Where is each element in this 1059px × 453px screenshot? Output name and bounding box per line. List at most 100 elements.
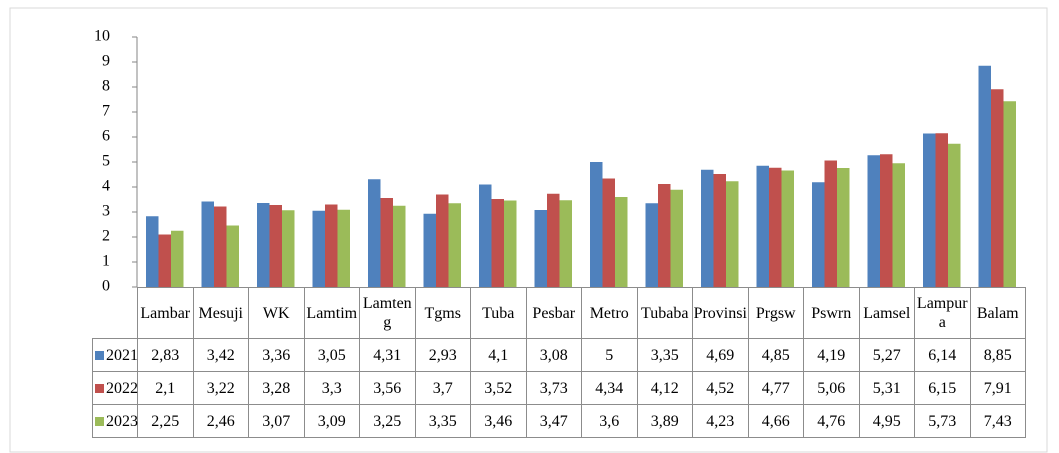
data-label: 3,7 xyxy=(414,371,471,405)
data-label: 3,56 xyxy=(359,371,416,405)
data-label: 3,46 xyxy=(470,404,527,438)
bar xyxy=(269,205,282,287)
data-label: 4,1 xyxy=(470,338,527,372)
bar xyxy=(491,199,504,287)
y-tick-label: 4 xyxy=(102,178,110,195)
data-label: 3,89 xyxy=(636,404,693,438)
x-tick-label: Tubaba xyxy=(636,287,693,339)
data-label: 6,15 xyxy=(914,371,971,405)
data-label: 5,06 xyxy=(803,371,860,405)
data-label: 5,27 xyxy=(858,338,915,372)
bar xyxy=(615,197,628,287)
data-label: 4,52 xyxy=(692,371,749,405)
data-label: 7,91 xyxy=(969,371,1026,405)
x-tick-label: Lamsel xyxy=(858,287,915,339)
data-label: 4,19 xyxy=(803,338,860,372)
data-label: 3,08 xyxy=(525,338,582,372)
bar xyxy=(812,182,825,287)
legend-label: 2022 xyxy=(106,379,138,397)
bar xyxy=(448,203,461,287)
x-tick-label: Lamtim xyxy=(303,287,360,339)
bar xyxy=(991,89,1004,287)
bar xyxy=(602,178,615,287)
data-label: 2,93 xyxy=(414,338,471,372)
bar xyxy=(423,213,436,287)
x-tick-label: Metro xyxy=(581,287,638,339)
bar xyxy=(892,163,905,287)
y-tick-label: 2 xyxy=(102,228,110,245)
legend-key xyxy=(95,416,104,426)
bar xyxy=(935,133,948,287)
data-label: 5 xyxy=(581,338,638,372)
data-label: 3,47 xyxy=(525,404,582,438)
y-tick-label: 1 xyxy=(102,253,110,270)
legend-item: 2022 xyxy=(92,371,138,405)
data-label: 5,31 xyxy=(858,371,915,405)
legend-label: 2023 xyxy=(106,412,138,430)
data-label: 3,35 xyxy=(414,404,471,438)
data-label: 3,07 xyxy=(248,404,305,438)
data-label: 3,28 xyxy=(248,371,305,405)
data-label: 4,31 xyxy=(359,338,416,372)
bar xyxy=(257,203,270,287)
data-label: 3,25 xyxy=(359,404,416,438)
data-label: 4,69 xyxy=(692,338,749,372)
data-label: 3,09 xyxy=(303,404,360,438)
x-tick-label: Lampura xyxy=(914,287,971,339)
data-label: 3,22 xyxy=(192,371,249,405)
legend-label: 2021 xyxy=(106,346,138,364)
bar xyxy=(547,193,560,287)
bar xyxy=(837,168,850,287)
data-label: 6,14 xyxy=(914,338,971,372)
bar xyxy=(559,200,572,287)
x-tick-label: Pesbar xyxy=(525,287,582,339)
bar xyxy=(534,210,547,287)
y-tick-label: 5 xyxy=(102,153,110,170)
data-label: 4,66 xyxy=(747,404,804,438)
bar xyxy=(201,201,214,287)
y-tick-label: 8 xyxy=(102,78,110,95)
data-label: 3,36 xyxy=(248,338,305,372)
bar xyxy=(781,170,794,287)
data-label: 2,1 xyxy=(137,371,194,405)
x-tick-label: Lambar xyxy=(137,287,194,339)
bar xyxy=(171,230,184,287)
bar xyxy=(436,194,449,287)
bar xyxy=(368,179,381,287)
data-label: 4,34 xyxy=(581,371,638,405)
bar xyxy=(282,210,295,287)
bar xyxy=(923,133,936,287)
bar xyxy=(645,203,658,287)
table-row: 2022 2,1 3,22 3,28 3,3 3,56 3,7 3,52 3,73 4,34 4,1… xyxy=(92,371,1026,405)
data-table: Lambar Mesuji WK Lamtim Lamteng Tgms Tuba Pesba… xyxy=(92,287,1026,438)
y-tick-label: 6 xyxy=(102,128,110,145)
data-label: 4,77 xyxy=(747,371,804,405)
data-label: 7,43 xyxy=(969,404,1026,438)
chart-border xyxy=(9,7,1048,453)
data-label: 3,52 xyxy=(470,371,527,405)
bar xyxy=(726,181,739,287)
bar xyxy=(504,200,517,287)
table-row: 2021 2,83 3,42 3,36 3,05 4,31 2,93 4,1 3,08 5 3,35… xyxy=(92,338,1026,372)
bar xyxy=(1003,101,1016,287)
data-label: 2,25 xyxy=(137,404,194,438)
x-tick-label: Tuba xyxy=(470,287,527,339)
x-tick-label: Balam xyxy=(969,287,1026,339)
y-tick-label: 10 xyxy=(94,28,110,45)
bar xyxy=(701,169,714,287)
bar xyxy=(769,167,782,287)
y-tick-label: 9 xyxy=(102,53,110,70)
data-label: 4,85 xyxy=(747,338,804,372)
data-label: 2,83 xyxy=(137,338,194,372)
bar xyxy=(880,154,893,287)
x-tick-label: Tgms xyxy=(414,287,471,339)
bar xyxy=(479,184,492,287)
data-label: 4,23 xyxy=(692,404,749,438)
legend-item: 2021 xyxy=(92,338,138,372)
x-tick-label: Prgsw xyxy=(747,287,804,339)
bar xyxy=(226,225,239,287)
data-label: 4,76 xyxy=(803,404,860,438)
data-label: 5,73 xyxy=(914,404,971,438)
data-label: 3,73 xyxy=(525,371,582,405)
x-tick-label: Lamteng xyxy=(359,287,416,339)
